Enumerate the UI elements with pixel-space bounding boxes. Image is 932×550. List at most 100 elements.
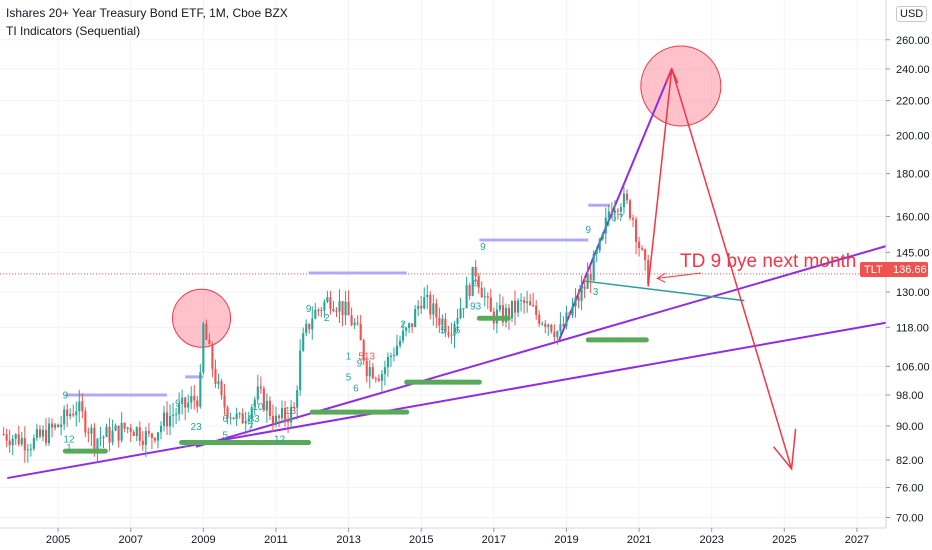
- candle-body: [498, 305, 501, 310]
- candle-body: [647, 260, 650, 284]
- setup-number: 6: [611, 213, 617, 224]
- annotation-text: TD 9 bye next month: [680, 251, 856, 272]
- candle-body: [111, 430, 114, 443]
- setup-number: 5: [222, 430, 228, 441]
- candle-body: [247, 418, 250, 421]
- candle-body: [377, 378, 380, 381]
- setup-number: 2: [578, 284, 584, 295]
- candle-body: [595, 250, 598, 254]
- candle-body: [184, 397, 187, 408]
- candle-body: [444, 318, 447, 333]
- candle-body: [638, 241, 641, 249]
- candle-body: [634, 219, 638, 242]
- candle-body: [610, 211, 613, 214]
- grid: [0, 0, 886, 528]
- candle-body: [516, 300, 520, 313]
- trend-line: [195, 245, 887, 448]
- candle-body: [84, 411, 87, 433]
- candle-body: [589, 274, 592, 281]
- candle-body: [114, 425, 117, 431]
- candle-body: [302, 333, 305, 351]
- candle-body: [208, 339, 211, 345]
- y-tick-label: 130.00: [896, 287, 930, 299]
- candle-body: [631, 218, 635, 220]
- candle-body: [126, 427, 129, 429]
- candle-body: [29, 448, 32, 450]
- candle-body: [616, 210, 619, 212]
- candle-body: [417, 305, 420, 310]
- y-tick-label: 90.00: [896, 421, 924, 433]
- candle-body: [447, 332, 450, 335]
- setup-number: 9: [306, 304, 312, 315]
- candle-body: [480, 287, 483, 298]
- candle-body: [501, 305, 504, 323]
- candle-body: [535, 305, 538, 315]
- candle-body: [32, 437, 35, 449]
- candle-body: [550, 324, 553, 332]
- candle-body: [172, 414, 175, 417]
- candle-body: [226, 407, 229, 419]
- candle-body: [162, 412, 166, 426]
- candle-body: [75, 411, 78, 416]
- candle-body: [344, 301, 347, 316]
- candle-body: [305, 323, 308, 334]
- candle-body: [423, 296, 426, 309]
- candle-body: [332, 308, 335, 312]
- candle-body: [8, 440, 11, 446]
- currency-badge[interactable]: USD: [896, 6, 928, 22]
- candle-body: [44, 429, 48, 444]
- candle-body: [214, 368, 217, 384]
- x-tick-label: 2013: [336, 534, 360, 546]
- candle-body: [601, 233, 604, 240]
- x-tick-label: 2025: [772, 534, 796, 546]
- x-tick-label: 2015: [409, 534, 433, 546]
- candle-body: [544, 323, 547, 327]
- setup-number: 3: [593, 287, 599, 298]
- candle-body: [60, 424, 63, 428]
- candle-body: [619, 207, 622, 212]
- setup-number: 9: [585, 225, 591, 236]
- x-tick-label: 2005: [46, 534, 70, 546]
- candle-body: [553, 331, 556, 337]
- y-tick-label: 180.00: [896, 169, 930, 181]
- candle-body: [129, 427, 132, 432]
- candle-body: [250, 407, 253, 419]
- x-tick-label: 2021: [627, 534, 651, 546]
- candle-body: [483, 296, 486, 298]
- candle-body: [193, 396, 196, 401]
- candle-body: [147, 431, 150, 434]
- candle-body: [580, 286, 583, 301]
- candle-body: [178, 403, 181, 414]
- candle-body: [326, 297, 329, 302]
- candle-body: [20, 438, 23, 445]
- candle-body: [474, 267, 477, 277]
- teal-line: [584, 280, 745, 302]
- setup-number: 6: [455, 326, 461, 337]
- candle-body: [411, 323, 414, 327]
- candle-body: [311, 318, 314, 330]
- candle-body: [205, 323, 208, 340]
- x-tick-label: 2009: [191, 534, 215, 546]
- candle-body: [47, 423, 51, 444]
- candle-body: [513, 300, 517, 313]
- highlight-circle: [640, 45, 722, 127]
- candle-body: [265, 400, 268, 411]
- candle-body: [465, 285, 468, 309]
- candle-body: [268, 400, 271, 416]
- setup-number: 13: [285, 406, 297, 417]
- candle-body: [296, 390, 299, 408]
- candle-body: [57, 424, 60, 428]
- candle-body: [99, 437, 102, 439]
- candle-body: [290, 406, 293, 423]
- candle-body: [565, 312, 568, 327]
- price-tag: TLT 136.66: [860, 262, 928, 277]
- price-axis: 70.00 76.00 82.00 90.00 98.00 106.00 118.00 130…: [886, 35, 930, 524]
- candle-body: [169, 416, 172, 427]
- candle-body: [362, 340, 365, 361]
- candle-body: [356, 322, 359, 324]
- candle-body: [123, 422, 126, 429]
- candle-body: [81, 401, 84, 412]
- candle-body: [190, 396, 193, 403]
- candle-body: [520, 300, 523, 302]
